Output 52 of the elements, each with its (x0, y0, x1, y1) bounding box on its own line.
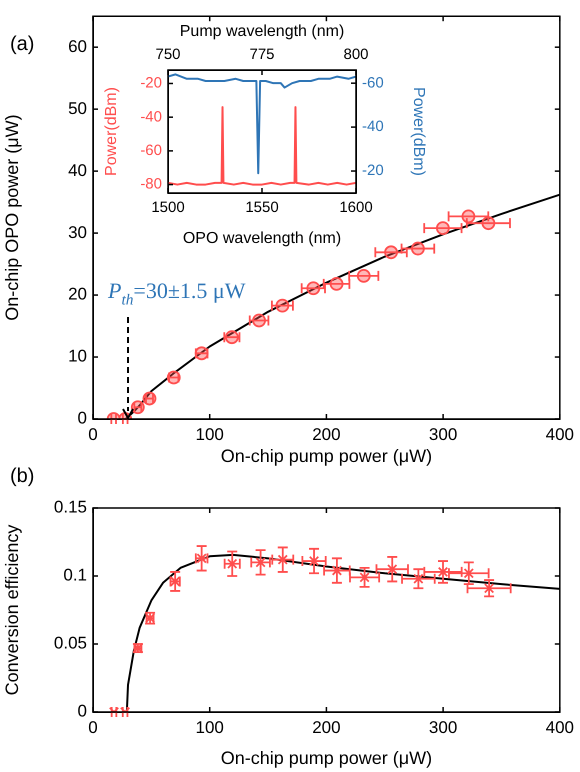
y2-tick-label: -20 (362, 162, 384, 180)
y2-axis-title: Power(dBm) (410, 87, 427, 176)
y2-tick-label: -60 (362, 74, 384, 92)
point (332, 565, 342, 576)
y-tick-label: 0.1 (63, 566, 87, 585)
y-axis-title: On-chip OPO power (μW) (2, 114, 22, 321)
x-tick-label: 400 (546, 424, 574, 444)
y-tick-label: 20 (68, 284, 87, 304)
y-tick-label: 10 (68, 346, 87, 366)
y-tick-label: -80 (140, 176, 162, 193)
text: (b) (10, 465, 34, 487)
point (255, 557, 266, 568)
x-tick-label: 300 (428, 424, 458, 444)
y-tick-label: 0.05 (54, 634, 87, 653)
y-tick-label: 0.15 (54, 498, 87, 517)
x2-tick-label: 775 (249, 46, 275, 64)
x-tick-label: 1550 (245, 199, 279, 216)
point (308, 556, 320, 566)
x-tick-label: 300 (428, 718, 458, 737)
x-axis-title: On-chip pump power (μW) (220, 446, 432, 466)
point (278, 554, 288, 565)
x2-axis-title: Pump wavelength (nm) (180, 23, 344, 40)
x-axis-title: On-chip pump power (μW) (220, 748, 432, 768)
x-tick-label: 400 (546, 718, 574, 737)
x-tick-label: 200 (312, 718, 341, 737)
x-tick-label: 1500 (151, 199, 185, 216)
y-tick-label: -40 (140, 108, 162, 126)
x-tick-label: 100 (196, 424, 224, 444)
point (130, 400, 145, 414)
y-tick-label: 0 (78, 408, 87, 428)
y-tick-label: 60 (68, 36, 87, 56)
point (142, 392, 156, 406)
y-tick-label: -60 (140, 142, 162, 160)
y-tick-label: 50 (68, 98, 87, 118)
x-axis-title: OPO wavelength (nm) (182, 230, 342, 247)
x-tick-label: 200 (312, 424, 341, 444)
x-tick-label: 1600 (339, 199, 373, 216)
point (413, 574, 424, 584)
y-tick-label: 40 (68, 160, 87, 180)
y-tick-label: -20 (140, 74, 162, 92)
y-axis-title: Power(dBm) (103, 87, 120, 176)
y2-tick-label: -40 (362, 118, 384, 136)
x2-tick-label: 800 (343, 46, 369, 64)
point (359, 572, 370, 583)
x2-tick-label: 750 (155, 46, 181, 64)
x-tick-label: 100 (196, 718, 224, 737)
y-tick-label: 30 (68, 222, 87, 242)
text: (a) (10, 33, 34, 55)
y-axis-title: Conversion efficiency (2, 524, 22, 696)
point (438, 566, 448, 578)
y-tick-label: 0 (78, 702, 87, 721)
point (387, 564, 398, 574)
